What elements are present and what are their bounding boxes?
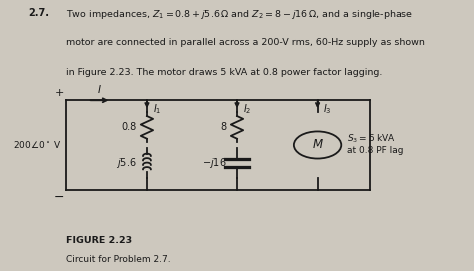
Text: 8: 8 xyxy=(220,122,227,132)
Text: motor are connected in parallel across a 200-V rms, 60-Hz supply as shown: motor are connected in parallel across a… xyxy=(66,38,425,47)
Text: $M$: $M$ xyxy=(312,138,323,151)
Text: $-j16$: $-j16$ xyxy=(202,156,227,170)
Text: FIGURE 2.23: FIGURE 2.23 xyxy=(66,236,133,245)
Text: −: − xyxy=(54,191,64,204)
Text: in Figure 2.23. The motor draws 5 kVA at 0.8 power factor lagging.: in Figure 2.23. The motor draws 5 kVA at… xyxy=(66,68,383,77)
Text: at 0.8 PF lag: at 0.8 PF lag xyxy=(347,146,404,156)
Text: Two impedances, $Z_1 = 0.8+j5.6\,\Omega$ and $Z_2 = 8-j16\,\Omega$, and a single: Two impedances, $Z_1 = 0.8+j5.6\,\Omega$… xyxy=(66,8,414,21)
Text: Circuit for Problem 2.7.: Circuit for Problem 2.7. xyxy=(66,255,171,264)
Text: 0.8: 0.8 xyxy=(121,122,137,132)
Text: +: + xyxy=(55,88,64,98)
Text: $S_3 = 5$ kVA: $S_3 = 5$ kVA xyxy=(347,133,396,145)
Text: $I_1$: $I_1$ xyxy=(153,102,161,116)
Text: $j5.6$: $j5.6$ xyxy=(116,156,137,170)
Text: 2.7.: 2.7. xyxy=(28,8,49,18)
Text: $I_3$: $I_3$ xyxy=(323,102,332,116)
Text: $I$: $I$ xyxy=(97,83,102,95)
Text: $I_2$: $I_2$ xyxy=(243,102,251,116)
Text: $200\angle 0^\circ$ V: $200\angle 0^\circ$ V xyxy=(13,140,61,150)
